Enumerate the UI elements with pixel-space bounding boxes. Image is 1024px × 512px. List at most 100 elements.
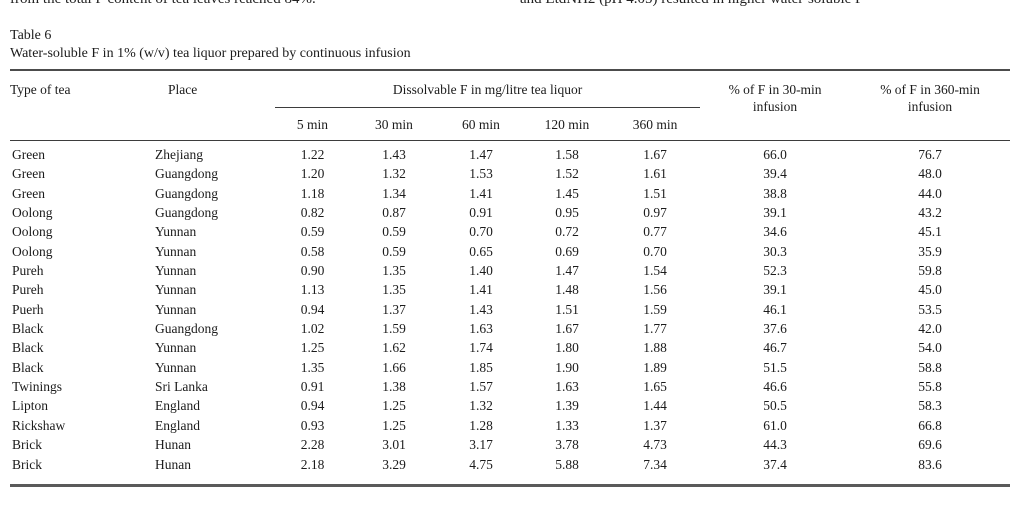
cell-5min: 1.18 — [300, 185, 325, 201]
table-row: Black Guangdong 1.02 1.59 1.63 1.67 1.77 37.6 42… — [10, 319, 1010, 338]
table-row: Green Guangdong 1.18 1.34 1.41 1.45 1.51 38.8 44… — [10, 184, 1010, 203]
col-header-pct-360min-infusion: % of F in 360-min infusion — [850, 70, 1011, 141]
cutoff-text-right-column: and EtdNH2 (pH 4.05) resulted in higher … — [520, 0, 863, 7]
cell-type-of-tea: Green — [12, 147, 45, 162]
cell-360min: 1.88 — [643, 340, 667, 356]
cell-60min: 0.65 — [469, 243, 493, 259]
cell-pct-360min: 58.3 — [918, 398, 942, 414]
cell-pct-360min: 48.0 — [918, 166, 942, 182]
cutoff-text-left-column: from the total F content of tea leaves r… — [10, 0, 316, 7]
cell-pct-360min: 54.0 — [918, 340, 942, 356]
cell-60min: 1.85 — [469, 359, 493, 375]
cell-30min: 1.35 — [382, 282, 406, 298]
table-row: Pureh Yunnan 0.90 1.35 1.40 1.47 1.54 52.3 59.8 — [10, 261, 1010, 280]
cell-5min: 0.94 — [300, 301, 325, 317]
cell-type-of-tea: Brick — [12, 437, 42, 453]
cell-pct-30min: 66.0 — [763, 147, 787, 162]
cell-pct-360min: 76.7 — [918, 147, 942, 162]
cell-5min: 0.91 — [300, 379, 325, 395]
cell-pct-30min: 46.7 — [763, 340, 787, 356]
header-row-main: Type of tea Place Dissolvable F in mg/li… — [10, 70, 1011, 141]
cell-place: Guangdong — [155, 205, 218, 221]
cell-place: Yunnan — [155, 282, 197, 298]
cell-30min: 1.25 — [382, 398, 406, 414]
cell-place: Zhejiang — [155, 147, 203, 162]
cell-30min: 1.25 — [382, 417, 406, 433]
cell-60min: 1.57 — [469, 379, 493, 395]
cell-120min: 0.72 — [555, 224, 579, 240]
col-header-60min: 60 min — [438, 107, 524, 141]
cell-pct-360min: 45.0 — [918, 282, 942, 298]
cell-30min: 1.37 — [382, 301, 406, 317]
col-header-dissolvable-f-span: Dissolvable F in mg/litre tea liquor — [275, 70, 701, 108]
cell-pct-30min: 39.1 — [763, 205, 787, 221]
cell-pct-30min: 46.1 — [763, 301, 787, 317]
cell-120min: 1.58 — [555, 147, 579, 162]
cell-360min: 1.67 — [643, 147, 667, 162]
cell-60min: 1.28 — [469, 417, 493, 433]
table-label: Table 6 — [10, 28, 52, 43]
cell-120min: 3.78 — [555, 437, 579, 453]
table-row: Black Yunnan 1.25 1.62 1.74 1.80 1.88 46.7 54.0 — [10, 338, 1010, 357]
col-header-5min: 5 min — [275, 107, 350, 141]
cell-30min: 1.34 — [382, 185, 406, 201]
cell-30min: 1.38 — [382, 379, 406, 395]
table-body: Green Zhejiang 1.22 1.43 1.47 1.58 1.67 66.0 76.… — [10, 141, 1010, 486]
cell-360min: 4.73 — [643, 437, 667, 453]
col-header-30min: 30 min — [350, 107, 438, 141]
cell-5min: 1.13 — [300, 282, 325, 298]
cell-place: Yunnan — [155, 224, 197, 240]
cell-120min: 1.52 — [555, 166, 579, 182]
cell-120min: 0.95 — [555, 205, 579, 221]
cell-120min: 1.48 — [555, 282, 579, 298]
cell-type-of-tea: Black — [12, 321, 44, 337]
cell-30min: 3.01 — [382, 437, 406, 453]
table-row: Brick Hunan 2.28 3.01 3.17 3.78 4.73 44.3 69.6 — [10, 435, 1010, 454]
cell-60min: 1.53 — [469, 166, 493, 182]
cell-360min: 1.56 — [643, 282, 667, 298]
cell-type-of-tea: Pureh — [12, 282, 44, 298]
cell-type-of-tea: Twinings — [12, 379, 63, 395]
cell-120min: 0.69 — [555, 243, 579, 259]
cell-30min: 0.59 — [382, 243, 406, 259]
table-row: Black Yunnan 1.35 1.66 1.85 1.90 1.89 51.5 58.8 — [10, 358, 1010, 377]
cell-place: England — [155, 398, 200, 414]
cell-type-of-tea: Green — [12, 166, 45, 182]
cell-5min: 1.02 — [300, 321, 325, 337]
cell-pct-30min: 37.4 — [763, 456, 787, 472]
cell-place: Guangdong — [155, 185, 218, 201]
cell-360min: 1.59 — [643, 301, 667, 317]
cell-type-of-tea: Lipton — [12, 398, 48, 414]
cell-360min: 1.65 — [643, 379, 667, 395]
cell-place: Yunnan — [155, 301, 197, 317]
cell-120min: 1.90 — [555, 359, 579, 375]
cell-30min: 1.66 — [382, 359, 406, 375]
cell-type-of-tea: Black — [12, 359, 44, 375]
cell-pct-360min: 69.6 — [918, 437, 942, 453]
cell-5min: 2.28 — [300, 437, 325, 453]
cell-pct-360min: 55.8 — [918, 379, 942, 395]
cell-120min: 5.88 — [555, 456, 579, 472]
cell-type-of-tea: Puerh — [12, 301, 44, 317]
cell-pct-360min: 42.0 — [918, 321, 942, 337]
cell-30min: 0.87 — [382, 205, 406, 221]
cell-pct-360min: 53.5 — [918, 301, 942, 317]
cell-5min: 2.18 — [300, 456, 325, 472]
cell-type-of-tea: Brick — [12, 456, 42, 472]
cell-pct-30min: 39.4 — [763, 166, 787, 182]
cell-360min: 0.97 — [643, 205, 667, 221]
cell-5min: 0.90 — [300, 263, 325, 279]
cell-type-of-tea: Oolong — [12, 224, 53, 240]
cell-60min: 0.70 — [469, 224, 493, 240]
cell-pct-30min: 46.6 — [763, 379, 787, 395]
header-row-times: 5 min 30 min 60 min 120 min 360 min — [10, 107, 1010, 141]
cell-type-of-tea: Oolong — [12, 243, 53, 259]
cell-60min: 1.40 — [469, 263, 493, 279]
cell-pct-360min: 66.8 — [918, 417, 942, 433]
col-header-360min: 360 min — [610, 107, 701, 141]
table-row: Rickshaw England 0.93 1.25 1.28 1.33 1.37 61.0 6… — [10, 416, 1010, 435]
cell-5min: 0.82 — [300, 205, 325, 221]
cell-pct-30min: 39.1 — [763, 282, 787, 298]
cell-5min: 0.59 — [300, 224, 325, 240]
